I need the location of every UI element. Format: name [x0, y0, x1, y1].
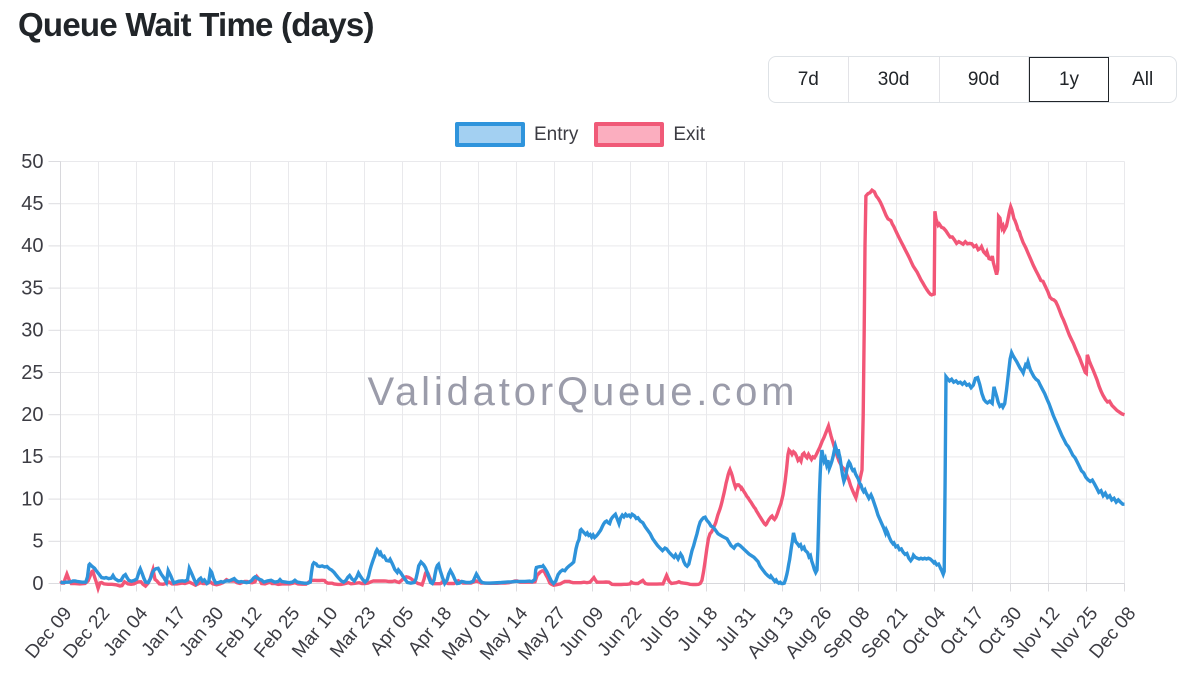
- svg-text:30: 30: [21, 320, 43, 342]
- svg-text:20: 20: [21, 404, 43, 426]
- svg-text:ValidatorQueue.com: ValidatorQueue.com: [368, 370, 795, 414]
- svg-text:5: 5: [32, 531, 43, 553]
- svg-text:50: 50: [21, 151, 43, 173]
- svg-text:Jul 05: Jul 05: [636, 603, 685, 655]
- svg-text:35: 35: [21, 277, 43, 299]
- svg-text:0: 0: [32, 573, 43, 595]
- svg-text:25: 25: [21, 362, 43, 384]
- svg-text:10: 10: [21, 488, 43, 510]
- svg-text:15: 15: [21, 446, 43, 468]
- svg-text:45: 45: [21, 193, 43, 215]
- svg-text:40: 40: [21, 235, 43, 257]
- svg-text:Jul 18: Jul 18: [674, 603, 723, 655]
